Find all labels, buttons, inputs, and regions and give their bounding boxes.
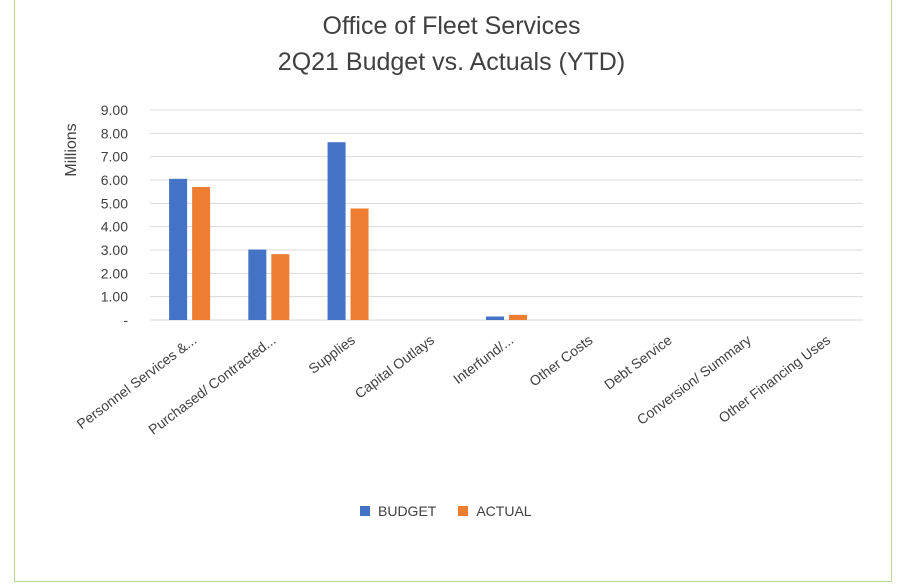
x-tick-label: Purchased/ Contracted...	[145, 332, 278, 438]
x-tick-label: Capital Outlays	[352, 332, 437, 402]
legend-item-budget: BUDGET	[360, 503, 436, 519]
chart-frame	[14, 0, 892, 582]
bar-budget	[327, 142, 346, 320]
y-tick-label: -	[123, 312, 128, 328]
bar-budget	[169, 178, 188, 320]
legend-item-actual: ACTUAL	[458, 503, 532, 519]
y-tick-label: 7.00	[101, 149, 128, 165]
bar-actual	[509, 314, 527, 320]
x-axis-ticks: Personnel Services &...Purchased/ Contra…	[74, 331, 834, 437]
bar-budget	[248, 249, 267, 320]
x-tick-label: Interfund/...	[450, 332, 516, 387]
y-axis-label: Millions	[63, 123, 80, 176]
legend-label-budget: BUDGET	[378, 503, 437, 519]
bar-actual	[192, 187, 211, 320]
bar-actual	[271, 254, 290, 320]
y-tick-label: 9.00	[101, 102, 128, 118]
legend: BUDGET ACTUAL	[360, 503, 554, 519]
legend-swatch-actual	[458, 506, 469, 516]
y-axis-ticks: - 1.00 2.00 3.00 4.00 5.00 6.00 7.00 8.00 9.00	[101, 102, 129, 328]
bar-budget	[486, 316, 504, 320]
legend-swatch-budget	[360, 506, 370, 516]
chart-title: Office of Fleet Services	[322, 12, 581, 40]
y-tick-label: 5.00	[101, 195, 128, 211]
bar-actual	[350, 208, 369, 320]
y-tick-label: 2.00	[101, 265, 128, 281]
chart-subtitle: 2Q21 Budget vs. Actuals (YTD)	[277, 48, 626, 76]
x-tick-label: Debt Service	[601, 331, 675, 392]
y-tick-label: 3.00	[101, 242, 128, 258]
gridlines	[150, 109, 863, 321]
bars	[169, 142, 527, 320]
y-tick-label: 6.00	[101, 172, 128, 188]
x-tick-label: Other Costs	[526, 332, 595, 390]
y-tick-label: 4.00	[101, 219, 128, 235]
x-tick-label: Supplies	[305, 332, 358, 377]
legend-label-actual: ACTUAL	[476, 503, 532, 519]
y-tick-label: 8.00	[101, 125, 128, 141]
y-tick-label: 1.00	[101, 289, 128, 305]
